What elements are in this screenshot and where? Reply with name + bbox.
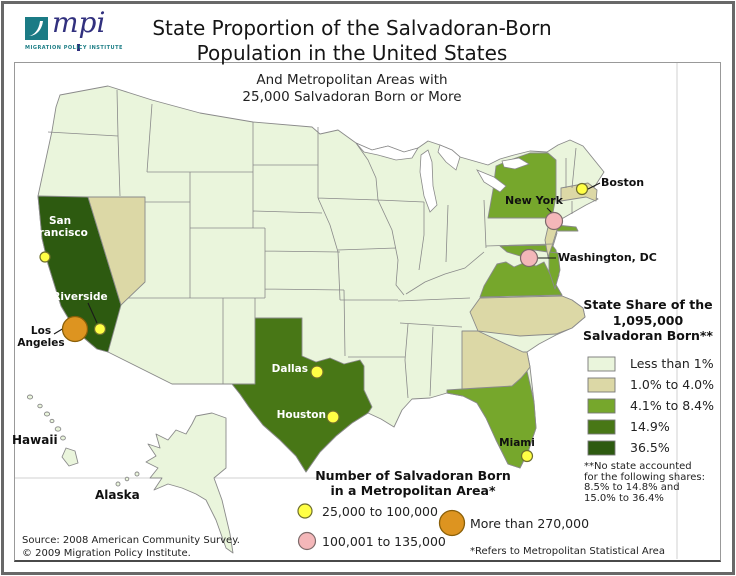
riverside-leader-line xyxy=(87,302,98,324)
source-note: Source: 2008 American Community Survey. … xyxy=(22,535,240,560)
miami-marker xyxy=(520,449,534,463)
subtitle-line-2: 25,000 Salvadoran Born or More xyxy=(242,88,462,105)
state-new-york xyxy=(487,152,557,219)
page-title: State Proportion of the Salvadoran-Born … xyxy=(0,16,704,66)
lake-ontario xyxy=(501,157,530,170)
metro-legend-medium-circle xyxy=(297,531,317,551)
state-maryland-eastern-shore xyxy=(548,251,561,290)
state-legend-title-line-1: State Share of the xyxy=(583,297,713,312)
riverside-label: Riverside xyxy=(52,291,108,303)
washington-dc-label: Washington, DC xyxy=(558,251,657,264)
state-georgia xyxy=(461,330,531,390)
source-line-1: Source: 2008 American Community Survey. xyxy=(22,535,240,546)
lake-erie xyxy=(476,169,507,193)
san-francisco-marker xyxy=(39,251,51,263)
legend-swatch-1-to-4 xyxy=(587,377,616,393)
state-legend-footnote-line-2: for the following shares: xyxy=(584,471,705,483)
state-legend-footnote-line-3: 8.5% to 14.8% and xyxy=(584,482,680,493)
hawaii-label: Hawaii xyxy=(12,433,58,447)
state-legend-title: State Share of the 1,095,000 Salvadoran … xyxy=(578,297,718,344)
logo-wordmark: mpi xyxy=(52,6,106,39)
metro-legend-title: Number of Salvadoran Born in a Metropoli… xyxy=(288,468,538,498)
state-hawaii xyxy=(26,394,79,467)
boston-leader-line xyxy=(585,182,601,191)
page-subtitle: And Metropolitan Areas with 25,000 Salva… xyxy=(0,72,704,105)
riverside-marker xyxy=(93,322,107,336)
subtitle-line-1: And Metropolitan Areas with xyxy=(256,72,448,88)
lake-michigan xyxy=(419,149,438,213)
metro-legend-label-medium: 100,001 to 135,000 xyxy=(322,534,446,549)
san-francisco-label: San Francisco xyxy=(32,215,88,239)
metro-legend-large-circle xyxy=(438,509,466,537)
legend-swatch-4-to-8 xyxy=(587,398,616,414)
state-legend-label-4-to-8: 4.1% to 8.4% xyxy=(630,398,715,413)
logo-tagline-divider xyxy=(77,44,80,51)
source-line-2: © 2009 Migration Policy Institute. xyxy=(22,547,191,559)
logo-swoosh xyxy=(29,21,43,36)
dallas-marker xyxy=(310,365,324,379)
hawaii-island-4 xyxy=(49,418,55,424)
los-angeles-marker xyxy=(61,315,89,343)
metro-legend-title-line-1: Number of Salvadoran Born xyxy=(315,468,511,483)
hawaii-big-island xyxy=(61,447,79,467)
houston-marker xyxy=(326,410,340,424)
aleutian-island-3 xyxy=(134,471,140,477)
state-legend-title-line-2: 1,095,000 xyxy=(612,312,684,328)
aleutian-island-1 xyxy=(115,481,121,487)
metro-legend-label-small: 25,000 to 100,000 xyxy=(322,504,438,519)
state-nevada xyxy=(87,196,146,306)
mpi-logo-icon xyxy=(25,17,48,40)
state-legend-label-14-9: 14.9% xyxy=(630,419,670,434)
state-legend-label-1-to-4: 1.0% to 4.0% xyxy=(630,377,715,392)
los-angeles-label: Los Angeles xyxy=(17,325,65,349)
legend-swatch-14-9 xyxy=(587,419,616,435)
houston-label: Houston xyxy=(276,409,326,421)
aleutian-island-2 xyxy=(124,476,130,482)
state-texas xyxy=(231,317,373,473)
metro-legend-label-large: More than 270,000 xyxy=(470,516,590,531)
state-north-carolina xyxy=(469,295,586,337)
state-legend-title-line-3: Salvadoran Born** xyxy=(583,328,713,343)
title-line-2: Population in the United States xyxy=(196,41,508,65)
hawaii-island-5 xyxy=(54,426,62,432)
legend-swatch-less-than-1 xyxy=(587,356,616,372)
hawaii-island-3 xyxy=(43,411,51,417)
alaska-label: Alaska xyxy=(95,488,140,502)
miami-label: Miami xyxy=(499,437,535,449)
lake-huron xyxy=(437,144,461,171)
dallas-label: Dallas xyxy=(271,363,308,375)
hawaii-island-1 xyxy=(26,394,34,400)
new-york-label: New York xyxy=(505,194,563,207)
state-legend-footnote-line-4: 15.0% to 36.4% xyxy=(584,492,664,504)
hawaii-island-2 xyxy=(37,403,43,409)
metro-legend-title-line-2: in a Metropolitan Area* xyxy=(330,483,496,498)
lake-superior xyxy=(355,142,419,161)
boston-label: Boston xyxy=(601,176,645,189)
state-alaska xyxy=(145,412,234,554)
logo-tagline: MIGRATION POLICY INSTITUTE xyxy=(25,45,123,51)
washington-dc-marker xyxy=(519,248,539,268)
legend-swatch-36-5 xyxy=(587,440,616,456)
state-legend-footnote: **No state accounted for the following s… xyxy=(584,461,720,504)
metro-legend-small-circle xyxy=(297,503,313,519)
hawaii-island-6 xyxy=(60,435,66,441)
state-legend-label-less-than-1: Less than 1% xyxy=(630,356,714,371)
title-line-1: State Proportion of the Salvadoran-Born xyxy=(152,16,552,40)
state-legend-label-36-5: 36.5% xyxy=(630,440,670,455)
metro-legend-footnote: *Refers to Metropolitan Statistical Area xyxy=(470,546,665,557)
new-york-marker xyxy=(544,211,564,231)
boston-marker xyxy=(575,182,589,196)
state-borders xyxy=(47,89,577,399)
state-legend-footnote-line-1: **No state accounted xyxy=(584,461,692,472)
